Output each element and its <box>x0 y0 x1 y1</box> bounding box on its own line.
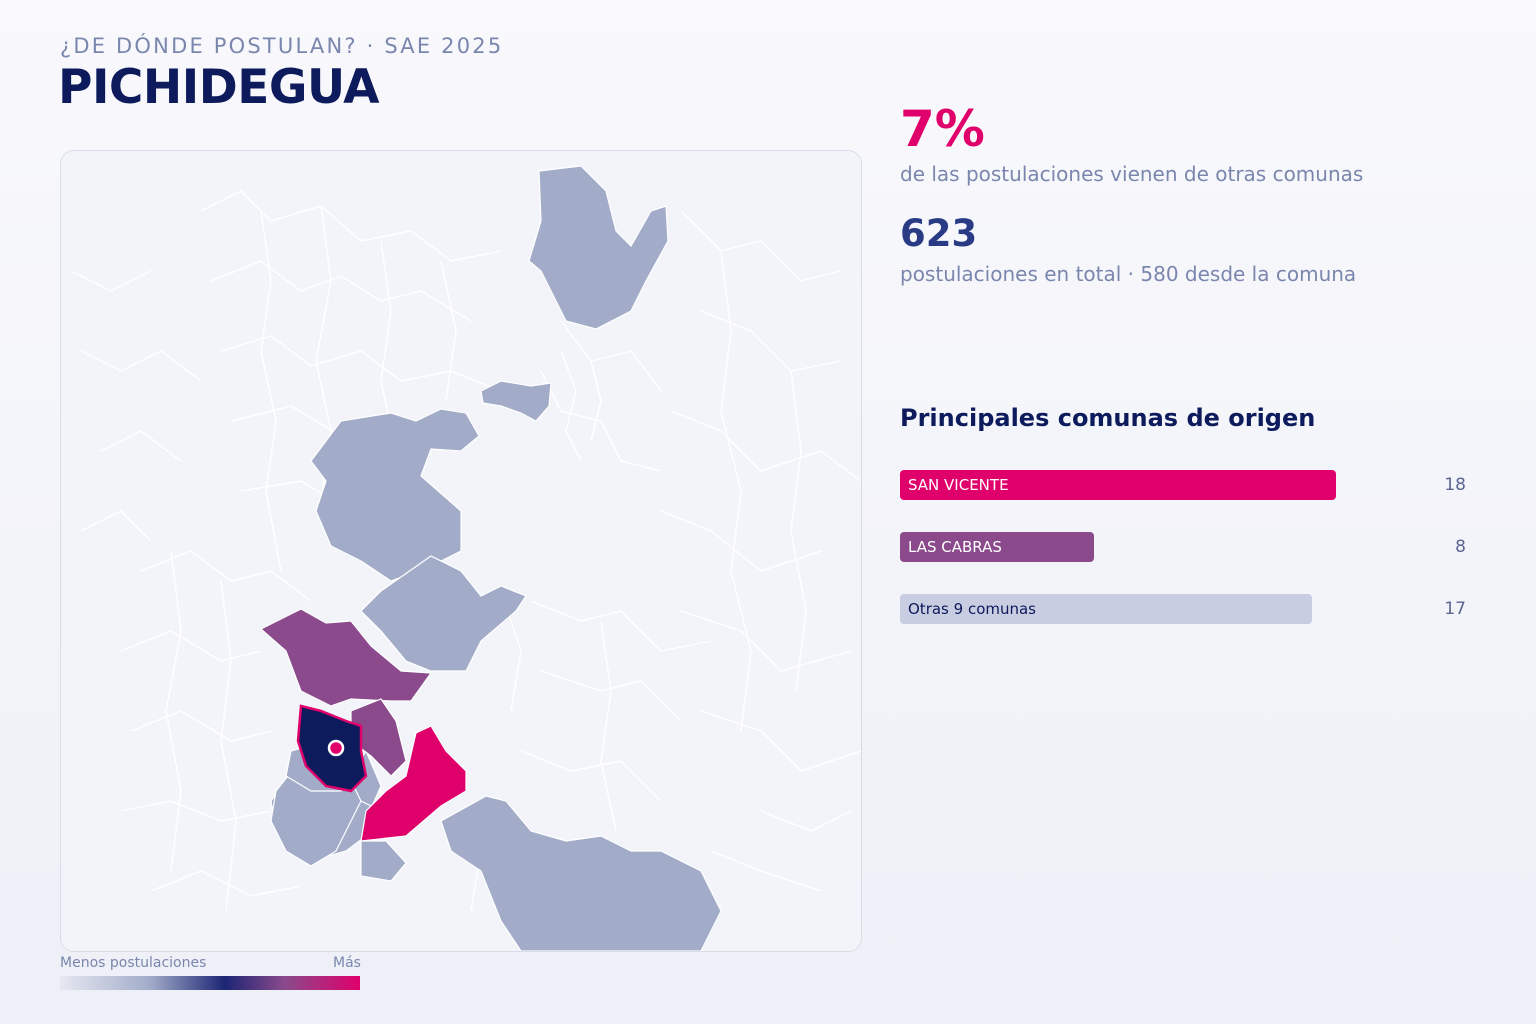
origin-value: 18 <box>1444 475 1466 495</box>
legend-low-label: Menos postulaciones <box>60 955 207 971</box>
comuna-las-cabras[interactable] <box>259 608 433 707</box>
origin-bar[interactable]: Otras 9 comunas <box>900 594 1312 624</box>
legend-high-label: Más <box>333 955 361 971</box>
comuna-north[interactable] <box>528 165 669 330</box>
origin-value: 17 <box>1444 599 1466 619</box>
origin-label: SAN VICENTE <box>908 476 1009 494</box>
total-applications-description: postulaciones en total · 580 desde la co… <box>900 262 1357 286</box>
origins-heading: Principales comunas de origen <box>900 404 1316 432</box>
comuna-southeast[interactable] <box>440 795 722 951</box>
comuna-south-small[interactable] <box>360 840 407 882</box>
comuna-boundaries <box>70 190 861 912</box>
origin-row[interactable]: SAN VICENTE 18 <box>900 470 1466 500</box>
origin-value: 8 <box>1455 537 1466 557</box>
comuna-san-vicente[interactable] <box>360 725 467 842</box>
total-applications: 623 <box>900 212 978 255</box>
external-percentage: 7% <box>900 100 985 158</box>
map-panel[interactable] <box>60 150 862 952</box>
origin-row[interactable]: LAS CABRAS 8 <box>900 532 1466 562</box>
origin-label: Otras 9 comunas <box>908 600 1036 618</box>
page-title: PICHIDEGUA <box>58 60 380 115</box>
comuna-east-central[interactable] <box>360 555 527 672</box>
external-percentage-description: de las postulaciones vienen de otras com… <box>900 162 1364 186</box>
page-kicker: ¿DE DÓNDE POSTULAN? · SAE 2025 <box>60 34 504 58</box>
origin-row[interactable]: Otras 9 comunas 17 <box>900 594 1466 624</box>
origin-label: LAS CABRAS <box>908 538 1002 556</box>
comuna-central[interactable] <box>310 408 480 582</box>
legend-gradient <box>60 976 360 990</box>
origin-bar[interactable]: SAN VICENTE <box>900 470 1336 500</box>
choropleth-map[interactable] <box>61 151 861 951</box>
selected-comuna-marker <box>327 739 345 757</box>
origin-bar[interactable]: LAS CABRAS <box>900 532 1094 562</box>
comuna-small-north[interactable] <box>480 380 552 422</box>
